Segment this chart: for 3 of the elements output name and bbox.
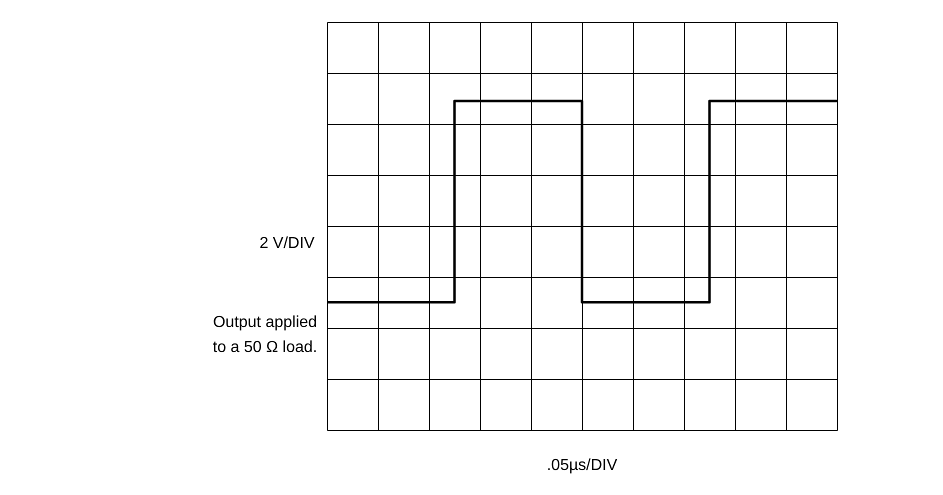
y-axis-title: 2 V/DIV — [259, 235, 315, 252]
text: .05µs/DIV — [546, 457, 618, 474]
text: Output applied to a 50 Ω load. — [212, 314, 318, 356]
